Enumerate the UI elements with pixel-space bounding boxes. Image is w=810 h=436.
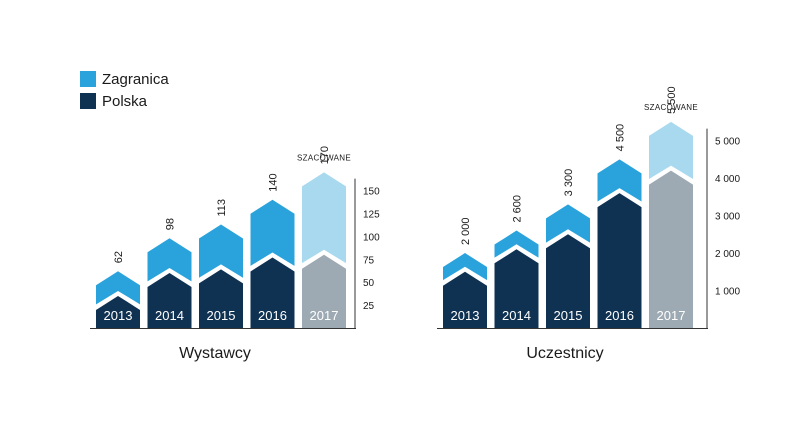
estimate-label: SZACOWANE [297,153,351,162]
legend-label-zagranica: Zagranica [102,70,169,88]
y-tick-label-0-0: 25 [363,301,375,312]
data-label-2013: 62 [113,251,125,263]
bar-polska-2017 [649,170,693,328]
data-label-2017: 170 [319,146,331,164]
y-tick-label-1-3: 4 000 [715,174,740,185]
legend-item-zagranica: Zagranica [80,68,169,90]
bar-polska-2015 [546,234,590,328]
bar-polska-2016 [250,257,295,328]
chart-title-1: Uczestnicy [526,345,603,362]
y-tick-label-0-4: 125 [363,210,380,221]
category-label-2015: 2015 [207,308,236,323]
y-tick-label-1-0: 1 000 [715,287,740,298]
category-label-2016: 2016 [258,308,287,323]
bar-polska-2013 [96,295,140,328]
data-label-2015: 3 300 [563,169,575,197]
data-label-2014: 98 [165,218,177,230]
bar-polska-2014 [147,273,192,328]
bar-polska-2015 [199,269,243,328]
data-label-2016: 4 500 [615,124,627,152]
y-tick-label-1-2: 3 000 [715,212,740,223]
estimate-label: SZACOWANE [644,103,698,112]
legend-swatch-zagranica [80,71,96,87]
y-tick-label-0-2: 75 [363,255,375,266]
category-label-2014: 2014 [502,308,531,323]
bar-polska-2013 [443,271,487,328]
chart-title-0: Wystawcy [179,345,251,362]
y-tick-label-0-5: 150 [363,187,380,198]
bar-polska-2014 [494,249,539,328]
data-label-2013: 2 000 [460,218,472,246]
data-label-2016: 140 [268,173,280,191]
chart-legend: Zagranica Polska [80,68,169,112]
category-label-2016: 2016 [605,308,634,323]
data-label-2017: 5 500 [666,86,678,114]
y-tick-label-0-1: 50 [363,278,375,289]
legend-swatch-polska [80,93,96,109]
data-label-2015: 113 [216,199,228,217]
y-tick-label-0-3: 100 [363,232,380,243]
category-label-2015: 2015 [554,308,583,323]
category-label-2017: 2017 [310,308,339,323]
legend-label-polska: Polska [102,92,148,110]
data-label-2014: 2 600 [512,195,524,223]
bar-polska-2016 [597,193,642,328]
category-label-2013: 2013 [104,308,133,323]
bar-polska-2017 [302,254,346,328]
y-tick-label-1-4: 5 000 [715,137,740,148]
chart-1: 2013 2 000 2014 2 600 2015 3 300 2016 4 500 2017… [437,86,740,362]
chart-0: 2013 62 2014 98 2015 113 2016 140 2017 170SZACOWA… [90,146,380,362]
y-tick-label-1-1: 2 000 [715,249,740,260]
category-label-2017: 2017 [657,308,686,323]
legend-item-polska: Polska [80,90,169,112]
category-label-2014: 2014 [155,308,184,323]
category-label-2013: 2013 [451,308,480,323]
